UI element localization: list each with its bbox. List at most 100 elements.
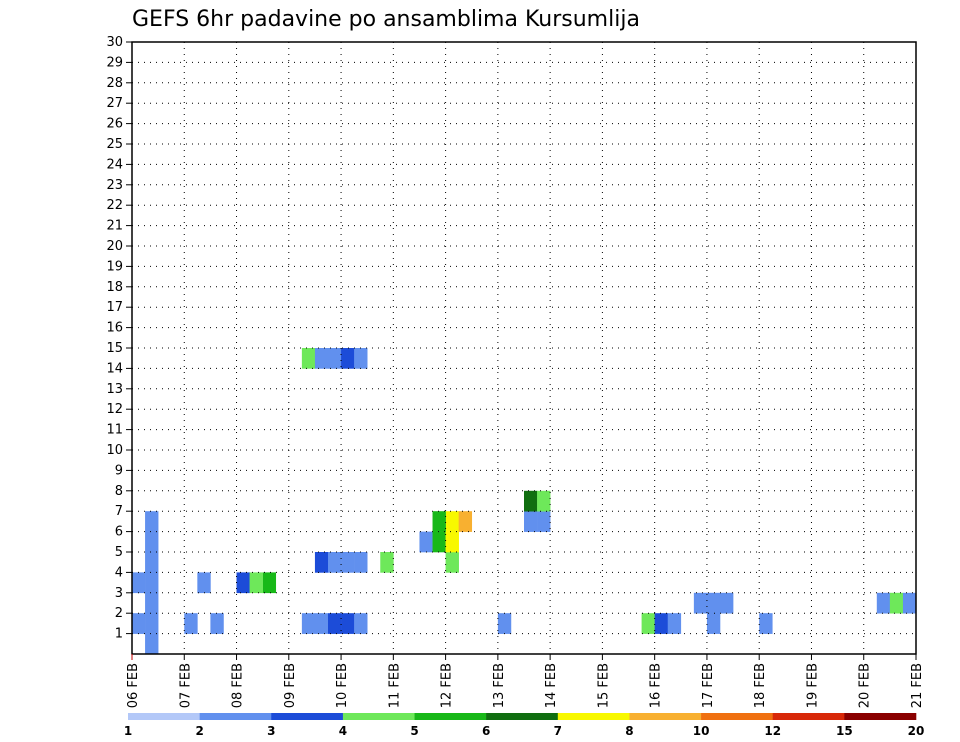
- grid: [132, 41, 916, 654]
- y-tick-label: 25: [106, 137, 123, 152]
- y-tick-label: 10: [106, 443, 123, 458]
- heatmap-cell: [641, 613, 655, 634]
- x-tick-label: 21 FEB: [910, 663, 925, 708]
- heatmap-cell: [341, 348, 355, 369]
- colorbar-segment: [342, 713, 415, 720]
- y-axis: 1234567891011121314151617181920212223242…: [106, 35, 132, 642]
- heatmap-cell: [341, 552, 355, 573]
- x-tick-label: 13 FEB: [492, 663, 507, 708]
- colorbar-label: 12: [764, 724, 781, 738]
- y-tick-label: 15: [106, 341, 123, 356]
- x-tick-label: 12 FEB: [440, 663, 455, 708]
- x-tick-label: 19 FEB: [805, 663, 820, 708]
- heatmap-cell: [328, 348, 342, 369]
- colorbar-label: 3: [267, 724, 275, 738]
- heatmap-cell: [693, 592, 708, 614]
- y-tick-label: 20: [106, 239, 123, 254]
- y-tick-label: 4: [115, 565, 123, 580]
- x-tick-label: 09 FEB: [283, 663, 298, 708]
- heatmap-cell: [145, 592, 159, 614]
- x-tick-label: 20 FEB: [858, 663, 873, 708]
- colorbar-segment: [271, 713, 344, 720]
- heatmap-cell: [667, 613, 682, 634]
- heatmap-cell: [314, 348, 329, 369]
- heatmap-cell: [145, 511, 159, 532]
- y-tick-label: 5: [115, 545, 123, 560]
- heatmap-cell: [184, 613, 198, 634]
- colorbar-label: 20: [908, 724, 925, 738]
- x-tick-label: 08 FEB: [231, 663, 246, 708]
- colorbar-label: 4: [339, 724, 347, 738]
- x-tick-label: 16 FEB: [649, 663, 664, 708]
- heatmap-cell: [236, 572, 250, 594]
- y-tick-label: 2: [115, 606, 123, 621]
- heatmap-cell: [197, 572, 211, 594]
- heatmap-cell: [145, 633, 159, 655]
- heatmap-cell: [432, 531, 446, 553]
- heatmap-cell: [524, 490, 538, 512]
- heatmap-cell: [354, 613, 368, 634]
- heatmap-cell: [132, 613, 146, 634]
- heatmap-cell: [902, 592, 917, 614]
- colorbar: 1 2 3 4 5 6 7 8 10 12 15 20: [124, 713, 925, 738]
- heatmap-cell: [354, 552, 368, 573]
- colorbar-label: 1: [124, 724, 132, 738]
- heatmap-cell: [497, 613, 512, 634]
- heatmap-cell: [706, 592, 721, 614]
- y-tick-label: 3: [115, 586, 123, 601]
- heatmap-cell: [314, 613, 329, 634]
- y-tick-label: 28: [106, 76, 123, 91]
- heatmap-cell: [458, 511, 473, 532]
- colorbar-segment: [128, 713, 200, 720]
- heatmap-cell: [720, 592, 734, 614]
- heatmap-cell: [262, 572, 277, 594]
- y-tick-label: 6: [115, 525, 123, 540]
- y-tick-label: 16: [106, 321, 123, 336]
- colorbar-label: 8: [625, 724, 633, 738]
- x-tick-label: 17 FEB: [701, 663, 716, 708]
- y-tick-label: 13: [106, 382, 123, 397]
- heatmap-cell: [445, 511, 459, 532]
- y-tick-label: 22: [106, 198, 123, 213]
- colorbar-label: 5: [410, 724, 418, 738]
- y-tick-label: 9: [115, 463, 123, 478]
- y-tick-label: 18: [106, 280, 123, 295]
- heatmap-cell: [537, 490, 551, 512]
- colorbar-segment: [772, 713, 845, 720]
- heatmap-cell: [210, 613, 224, 634]
- x-axis: 06 FEB 07 FEB 08 FEB 09 FEB 10 FEB 11 FEB 12 F…: [126, 654, 925, 708]
- heatmap-cell: [445, 552, 459, 573]
- heatmap-cell: [145, 552, 159, 573]
- y-tick-label: 29: [106, 55, 123, 70]
- colorbar-segment: [199, 713, 272, 720]
- heatmap-cell: [145, 613, 159, 634]
- chart-title: GEFS 6hr padavine po ansamblima Kursumli…: [132, 7, 640, 32]
- colorbar-label: 15: [836, 724, 853, 738]
- heatmap-cell: [419, 531, 433, 553]
- heatmap-cell: [432, 511, 446, 532]
- heatmap-cell: [132, 572, 146, 594]
- x-tick-label: 14 FEB: [544, 663, 559, 708]
- y-tick-label: 26: [106, 117, 123, 132]
- heatmap-cell: [328, 613, 342, 634]
- heatmap-cell: [314, 552, 329, 573]
- x-tick-label: 18 FEB: [753, 663, 768, 708]
- x-tick-label: 11 FEB: [387, 663, 402, 708]
- colorbar-label: 7: [554, 724, 562, 738]
- colorbar-segment: [486, 713, 559, 720]
- colorbar-label: 6: [482, 724, 490, 738]
- heatmap-cell: [145, 572, 159, 594]
- colorbar-segment: [629, 713, 702, 720]
- colorbar-label: 10: [693, 724, 710, 738]
- heatmap-cell: [301, 348, 316, 369]
- heatmap-cells: [132, 348, 917, 655]
- y-tick-label: 27: [106, 96, 123, 111]
- heatmap-cell: [328, 552, 342, 573]
- x-tick-label: 10 FEB: [335, 663, 350, 708]
- y-tick-label: 12: [106, 402, 123, 417]
- colorbar-segment: [414, 713, 487, 720]
- heatmap-cell: [654, 613, 669, 634]
- heatmap-cell: [537, 511, 551, 532]
- heatmap-cell: [706, 613, 721, 634]
